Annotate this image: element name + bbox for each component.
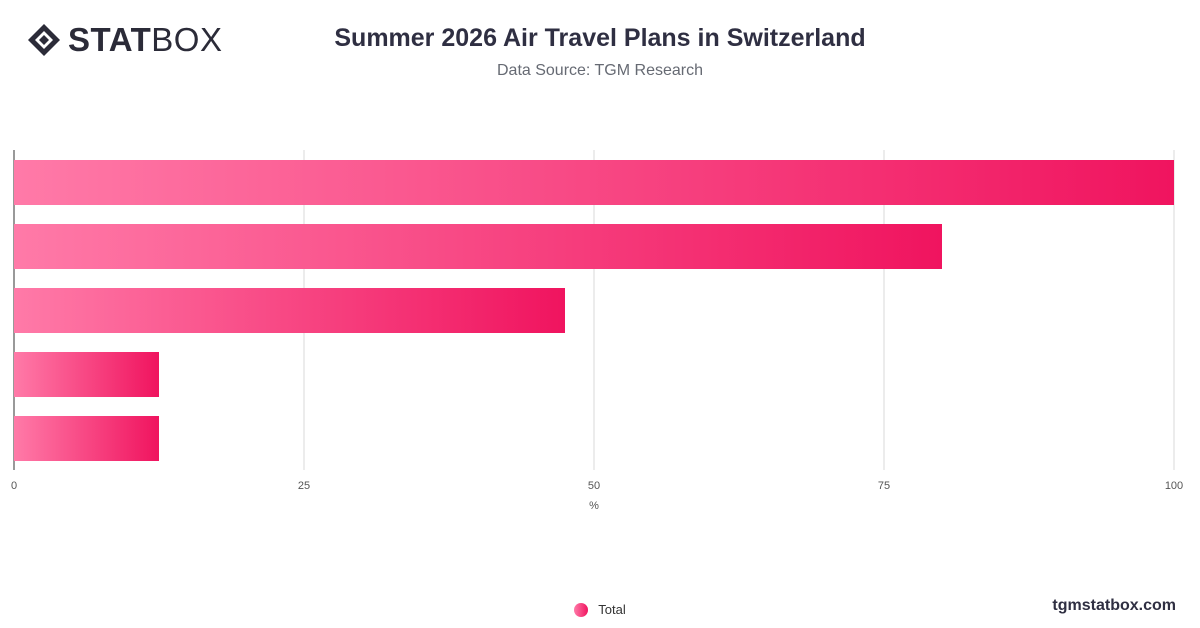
x-tick-label: 25 — [298, 480, 310, 492]
bar-chart: 0 25 50 75 100 % — [11, 150, 1183, 512]
statbox-diamond-icon — [28, 24, 60, 56]
chart-legend[interactable]: Total — [0, 602, 1200, 617]
bar-3[interactable] — [14, 288, 565, 333]
x-axis-label: % — [589, 500, 599, 512]
statbox-logo: STATBOX — [26, 22, 222, 58]
x-tick-label: 75 — [878, 480, 890, 492]
chart-subtitle: Data Source: TGM Research — [496, 62, 703, 79]
bar-4[interactable] — [14, 352, 159, 397]
logo-text-thin: BOX — [151, 21, 223, 58]
x-tick-label: 50 — [588, 480, 600, 492]
legend-swatch — [574, 602, 589, 617]
chart-title: Summer 2026 Air Travel Plans in Switzerl… — [334, 24, 866, 52]
bar-2[interactable] — [14, 224, 942, 269]
x-tick-label: 0 — [11, 480, 17, 492]
bar-1[interactable] — [14, 160, 1174, 205]
x-tick-label: 100 — [1165, 480, 1183, 492]
logo-text: STATBOX — [68, 22, 222, 58]
watermark: tgmstatbox.com — [1052, 597, 1176, 614]
bar-5[interactable] — [14, 416, 159, 461]
logo-text-bold: STAT — [68, 21, 152, 58]
legend-label-total: Total — [598, 602, 626, 617]
